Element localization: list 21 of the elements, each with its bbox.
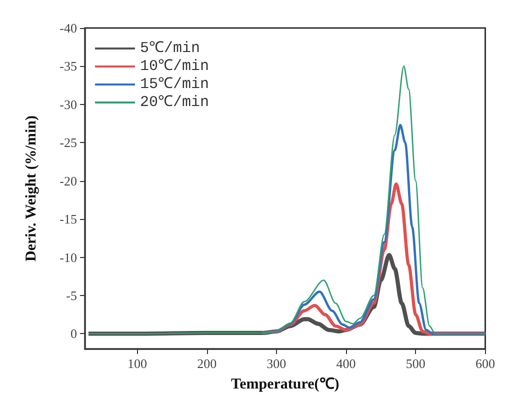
y-tick-label: -5 <box>66 288 77 303</box>
y-axis-title: Deriv. Weight (%/min) <box>24 116 40 262</box>
legend-label: 15℃/min <box>140 76 210 93</box>
y-tick-label: -15 <box>60 212 77 227</box>
x-tick-label: 300 <box>266 356 286 371</box>
x-tick-label: 200 <box>197 356 217 371</box>
legend-label: 5℃/min <box>140 40 200 57</box>
x-axis-title: Temperature(℃) <box>230 376 340 392</box>
y-tick-label: -30 <box>60 96 77 112</box>
x-tick-label: 400 <box>336 356 356 371</box>
y-tick-label: -25 <box>60 135 77 150</box>
y-tick-label: -35 <box>60 58 77 74</box>
y-tick-label: -10 <box>60 250 77 265</box>
y-tick-label: 0 <box>70 326 77 342</box>
legend-label: 20℃/min <box>140 94 210 111</box>
y-tick-label: -20 <box>60 173 77 188</box>
legend-label: 10℃/min <box>140 58 210 75</box>
y-tick-label: -40 <box>60 20 77 36</box>
x-tick-label: 100 <box>127 356 147 371</box>
x-tick-label: 600 <box>476 356 495 371</box>
x-tick-label: 500 <box>406 356 426 371</box>
